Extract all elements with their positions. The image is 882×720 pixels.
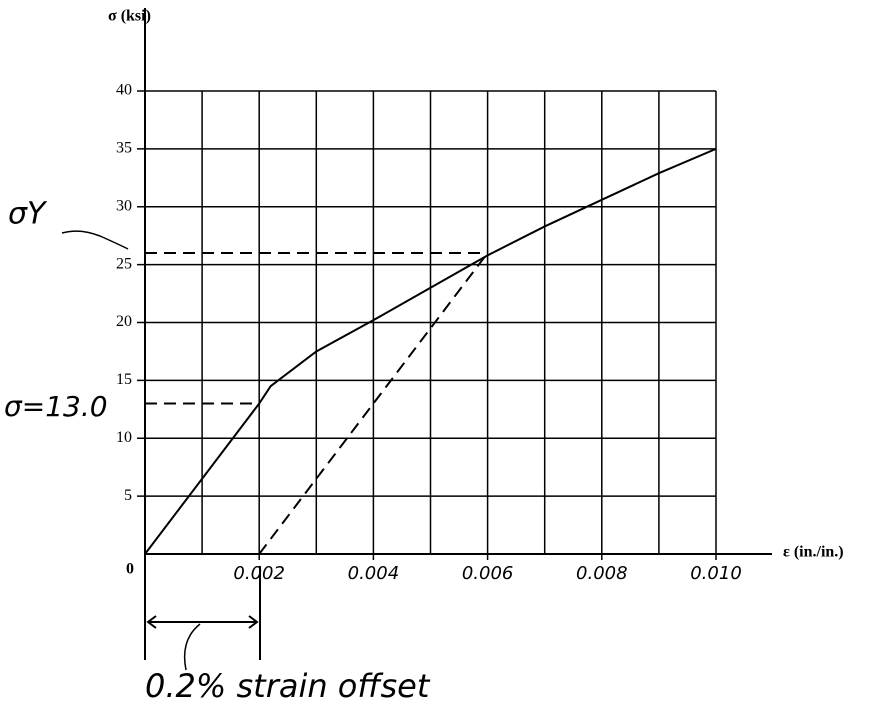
x-tick-label: 0.006 [462,563,514,584]
annotation-arrow [61,230,129,250]
y-tick-label: 5 [124,487,132,504]
stress-strain-curve [144,147,717,555]
offset-annotation: 0.2% strain offset [145,667,431,705]
x-tick-label: 0.002 [233,563,285,584]
y-tick-label: 20 [116,313,132,330]
y-tick-label: 15 [116,371,132,388]
y-axis-label: σ (ksi) [108,8,151,25]
y-tick-label: 40 [116,82,132,99]
x-tick-label: 0.010 [690,563,742,584]
dashed-line [258,252,489,555]
x-tick-label: 0.008 [576,563,628,584]
stress-annotation: σ=13.0 [4,390,108,423]
y-tick-label: 35 [116,140,132,157]
annotation-arrow [183,623,201,671]
yield-annotation: σY [8,197,48,232]
x-axis-label: ε (in./in.) [783,544,844,561]
y-tick-label: 25 [116,255,132,272]
y-tick-label: 30 [116,197,132,214]
x-tick-label: 0 [126,561,134,578]
x-tick-label: 0.004 [348,563,400,584]
arrow-heads [146,615,259,629]
y-tick-label: 10 [116,429,132,446]
